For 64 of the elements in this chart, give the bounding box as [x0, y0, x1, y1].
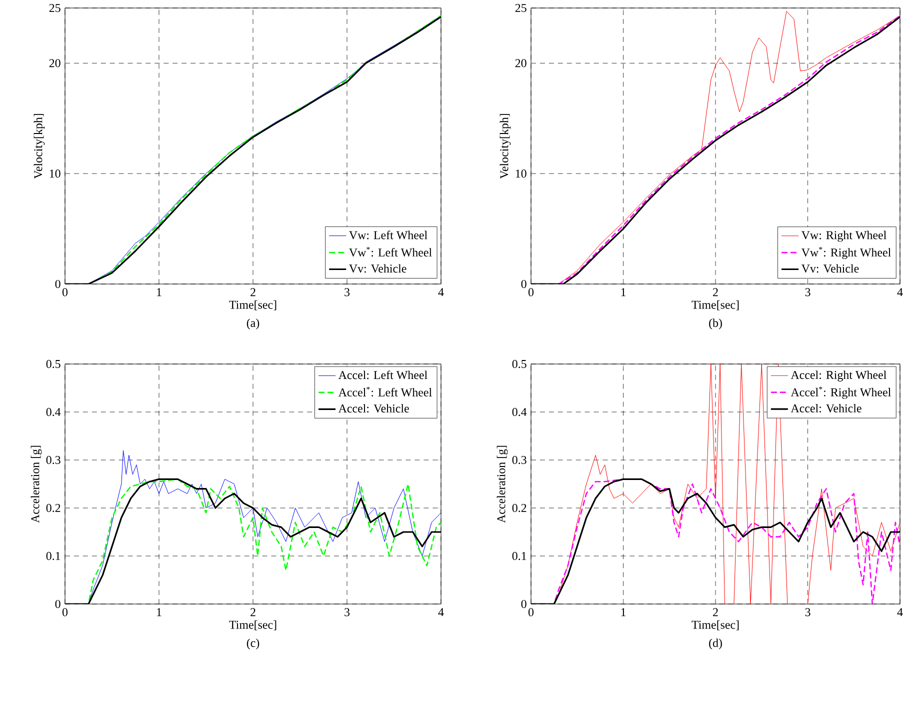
x-tick-label: 1 — [621, 288, 626, 296]
x-tick-label: 3 — [805, 608, 810, 616]
legend-label: Vw: Right Wheel — [801, 230, 886, 242]
x-tick-label: 4 — [897, 608, 903, 616]
y-tick-label: 0.2 — [512, 504, 526, 512]
y-tick-label: 20 — [49, 59, 60, 68]
x-tick-label: 3 — [344, 288, 350, 296]
y-tick-label: 0 — [521, 600, 526, 608]
y-tick-label: 0.3 — [512, 456, 526, 464]
legend-label: Accel: Right Wheel — [790, 370, 886, 382]
y-axis-title: Velocity[kph] — [500, 114, 511, 179]
y-tick-label: 0.1 — [46, 552, 60, 560]
x-axis-title: Time[sec] — [229, 620, 276, 630]
y-tick-label: 0 — [521, 280, 526, 288]
y-tick-label: 0.2 — [46, 504, 60, 512]
legend-label: Vw$^{*}$: Right Wheel — [801, 246, 891, 260]
x-tick-label: 4 — [438, 608, 444, 616]
x-tick-label: 0 — [528, 608, 534, 616]
legend-label: Vv: Vehicle — [349, 264, 406, 273]
y-tick-label: 0.4 — [512, 408, 527, 416]
x-tick-label: 3 — [805, 288, 810, 296]
legend-label: Accel: Vehicle — [338, 404, 409, 413]
legend-label: Accel$^{*}$: Right Wheel — [790, 386, 891, 399]
x-tick-label: 2 — [250, 288, 256, 296]
x-tick-label: 0 — [62, 288, 68, 296]
x-tick-label: 2 — [713, 608, 718, 616]
y-tick-label: 10 — [516, 170, 526, 178]
y-tick-label: 25 — [49, 4, 60, 12]
y-tick-label: 10 — [50, 170, 60, 178]
x-tick-label: 0 — [528, 288, 534, 296]
legend-label: Accel$^{*}$: Left Wheel — [338, 386, 432, 397]
legend-label: Vw: Left Wheel — [349, 230, 428, 240]
text: (b) — [709, 318, 722, 330]
legend-label: Accel: Vehicle — [790, 404, 862, 412]
text: (c) — [246, 638, 260, 650]
x-tick-label: 1 — [157, 608, 162, 616]
y-tick-label: 0.4 — [46, 408, 61, 416]
y-axis-title: Velocity[kph] — [34, 114, 45, 179]
x-tick-label: 2 — [250, 608, 256, 616]
y-tick-label: 0.5 — [512, 360, 526, 368]
text: (d) — [709, 638, 722, 650]
y-tick-label: 0.1 — [512, 552, 526, 560]
x-tick-label: 4 — [438, 288, 444, 296]
x-tick-label: 1 — [157, 288, 162, 296]
y-tick-label: 0.5 — [46, 360, 60, 368]
x-axis-title: Time[sec] — [229, 300, 276, 310]
x-axis-title: Time[sec] — [692, 300, 739, 310]
y-tick-label: 0 — [55, 600, 60, 608]
y-tick-label: 0.3 — [46, 456, 60, 464]
y-tick-label: 20 — [515, 59, 526, 68]
x-tick-label: 3 — [344, 608, 350, 616]
x-axis-title: Time[sec] — [692, 620, 739, 630]
x-tick-label: 0 — [62, 608, 68, 616]
y-tick-label: 0 — [55, 280, 60, 288]
x-tick-label: 4 — [897, 288, 903, 296]
x-tick-label: 2 — [713, 288, 718, 296]
y-tick-label: 25 — [515, 4, 526, 12]
y-axis-title: Acceleration [g] — [30, 446, 42, 523]
text: (a) — [246, 318, 260, 330]
y-axis-title: Acceleration [g] — [496, 446, 508, 523]
legend-label: Vw$^{*}$: Left Wheel — [349, 246, 432, 257]
x-tick-label: 1 — [621, 608, 626, 616]
legend-label: Accel: Left Wheel — [338, 370, 428, 380]
legend-label: Vv: Vehicle — [801, 264, 859, 273]
